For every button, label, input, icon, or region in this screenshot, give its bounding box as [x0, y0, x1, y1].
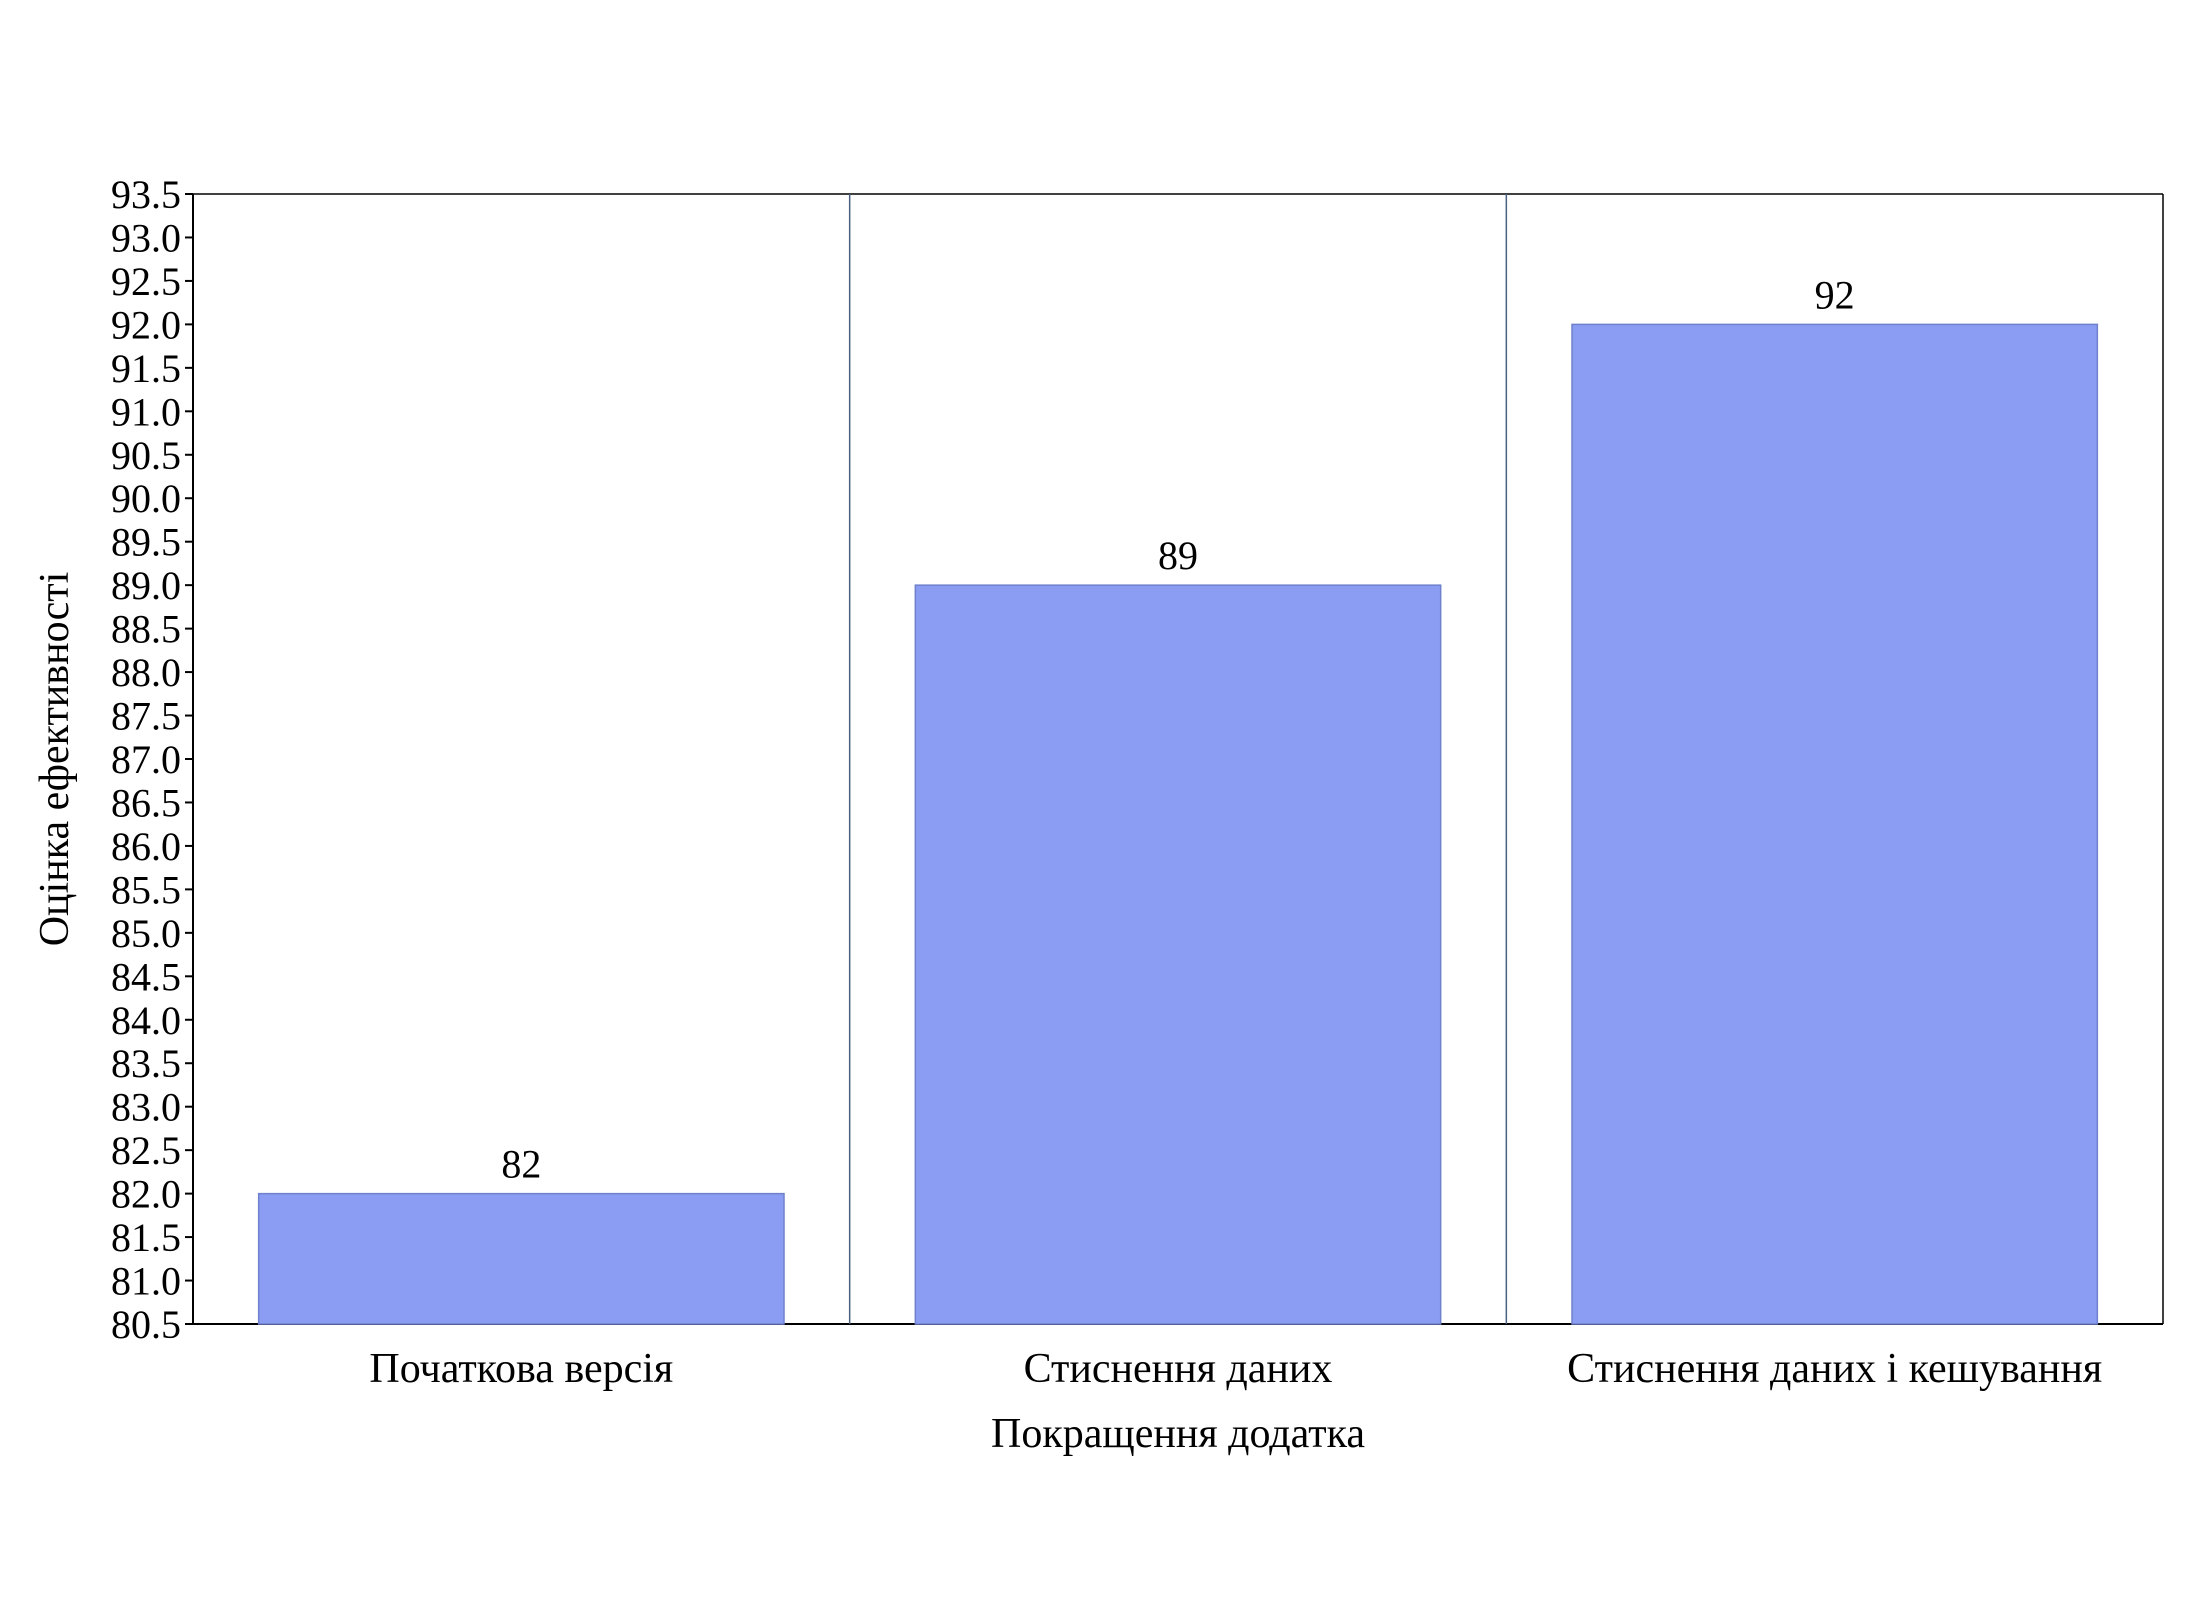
y-tick-label: 89.0	[111, 563, 181, 608]
y-axis-title: Оцінка ефективності	[32, 572, 78, 947]
y-tick-label: 83.5	[111, 1041, 181, 1086]
y-tick-label: 90.0	[111, 476, 181, 521]
x-tick-label: Стиснення даних	[1024, 1346, 1333, 1392]
y-axis-ticks: 80.581.081.582.082.583.083.584.084.585.0…	[111, 172, 193, 1347]
y-tick-label: 92.5	[111, 259, 181, 304]
y-tick-label: 86.5	[111, 780, 181, 825]
bar	[257, 1192, 785, 1325]
y-tick-label: 91.5	[111, 346, 181, 391]
y-tick-label: 88.5	[111, 607, 181, 652]
y-tick-label: 85.5	[111, 867, 181, 912]
y-tick-label: 90.5	[111, 433, 181, 478]
y-tick-label: 83.0	[111, 1085, 181, 1130]
data-labels: 82 89 92	[501, 272, 1854, 1186]
y-tick-label: 82.0	[111, 1172, 181, 1217]
y-tick-label: 81.5	[111, 1215, 181, 1260]
y-tick-label: 87.5	[111, 694, 181, 739]
x-axis-tick-labels: Початкова версія Стиснення даних Стиснення…	[369, 1346, 2102, 1392]
data-label: 82	[501, 1142, 541, 1187]
y-tick-label: 81.0	[111, 1259, 181, 1304]
bar	[914, 584, 1442, 1325]
y-tick-label: 87.0	[111, 737, 181, 782]
x-tick-label: Стиснення даних і кешування	[1567, 1346, 2102, 1392]
y-tick-label: 92.0	[111, 302, 181, 347]
y-tick-label: 82.5	[111, 1128, 181, 1173]
y-tick-label: 84.0	[111, 998, 181, 1043]
y-tick-label: 93.0	[111, 215, 181, 260]
y-tick-label: 86.0	[111, 824, 181, 869]
y-tick-label: 80.5	[111, 1302, 181, 1347]
y-tick-label: 91.0	[111, 389, 181, 434]
bar	[1571, 323, 2099, 1325]
y-tick-label: 84.5	[111, 954, 181, 999]
x-axis-title: Покращення додатка	[991, 1411, 1365, 1457]
y-tick-label: 85.0	[111, 911, 181, 956]
y-tick-label: 89.5	[111, 520, 181, 565]
y-tick-label: 93.5	[111, 172, 181, 217]
category-separators	[848, 194, 1508, 1324]
y-tick-label: 88.0	[111, 650, 181, 695]
data-label: 92	[1815, 272, 1855, 317]
x-tick-label: Початкова версія	[369, 1346, 673, 1392]
data-label: 89	[1158, 533, 1198, 578]
bars	[257, 323, 2099, 1325]
